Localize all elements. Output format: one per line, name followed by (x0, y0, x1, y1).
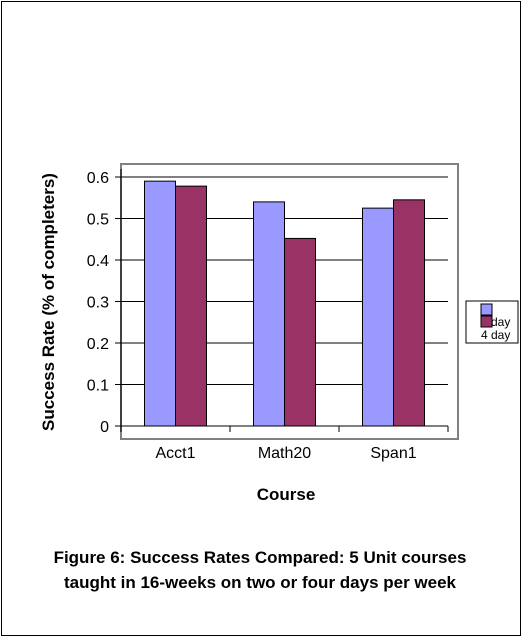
legend-swatch-4-day (480, 315, 493, 328)
y-tick-label: 0.1 (87, 378, 109, 395)
y-tick-label: 0 (100, 419, 109, 436)
legend-label-4-day: 4 day (481, 328, 510, 342)
y-tick-label: 0.4 (87, 253, 109, 270)
bar-acct1-4-day (175, 185, 207, 427)
y-tick-label: 0.6 (87, 170, 109, 187)
x-tick-label: Span1 (370, 445, 416, 462)
bar-span1-4-day (393, 199, 425, 427)
legend-swatch-2-day (480, 303, 493, 316)
x-tick-label: Acct1 (155, 445, 195, 462)
axes (115, 169, 449, 432)
y-tick-label: 0.5 (87, 212, 109, 229)
x-tick-labels: Acct1 Math20 Span1 (155, 445, 416, 462)
bars (144, 180, 425, 427)
bar-math20-2-day (253, 201, 285, 427)
figure-caption: Figure 6: Success Rates Compared: 5 Unit… (53, 548, 467, 592)
bar-acct1-2-day (144, 180, 176, 427)
x-axis-label: Course (257, 485, 316, 504)
x-tick-label: Math20 (258, 445, 311, 462)
y-tick-label: 0.2 (87, 336, 109, 353)
legend: 2 day 4 day (465, 300, 519, 344)
bar-math20-4-day (284, 237, 316, 427)
y-tick-label: 0.3 (87, 295, 109, 312)
y-axis-label: Success Rate (% of completers) (39, 173, 58, 431)
bar-span1-2-day (362, 207, 394, 427)
y-tick-labels: 0 0.1 0.2 0.3 0.4 0.5 0.6 (87, 170, 109, 436)
